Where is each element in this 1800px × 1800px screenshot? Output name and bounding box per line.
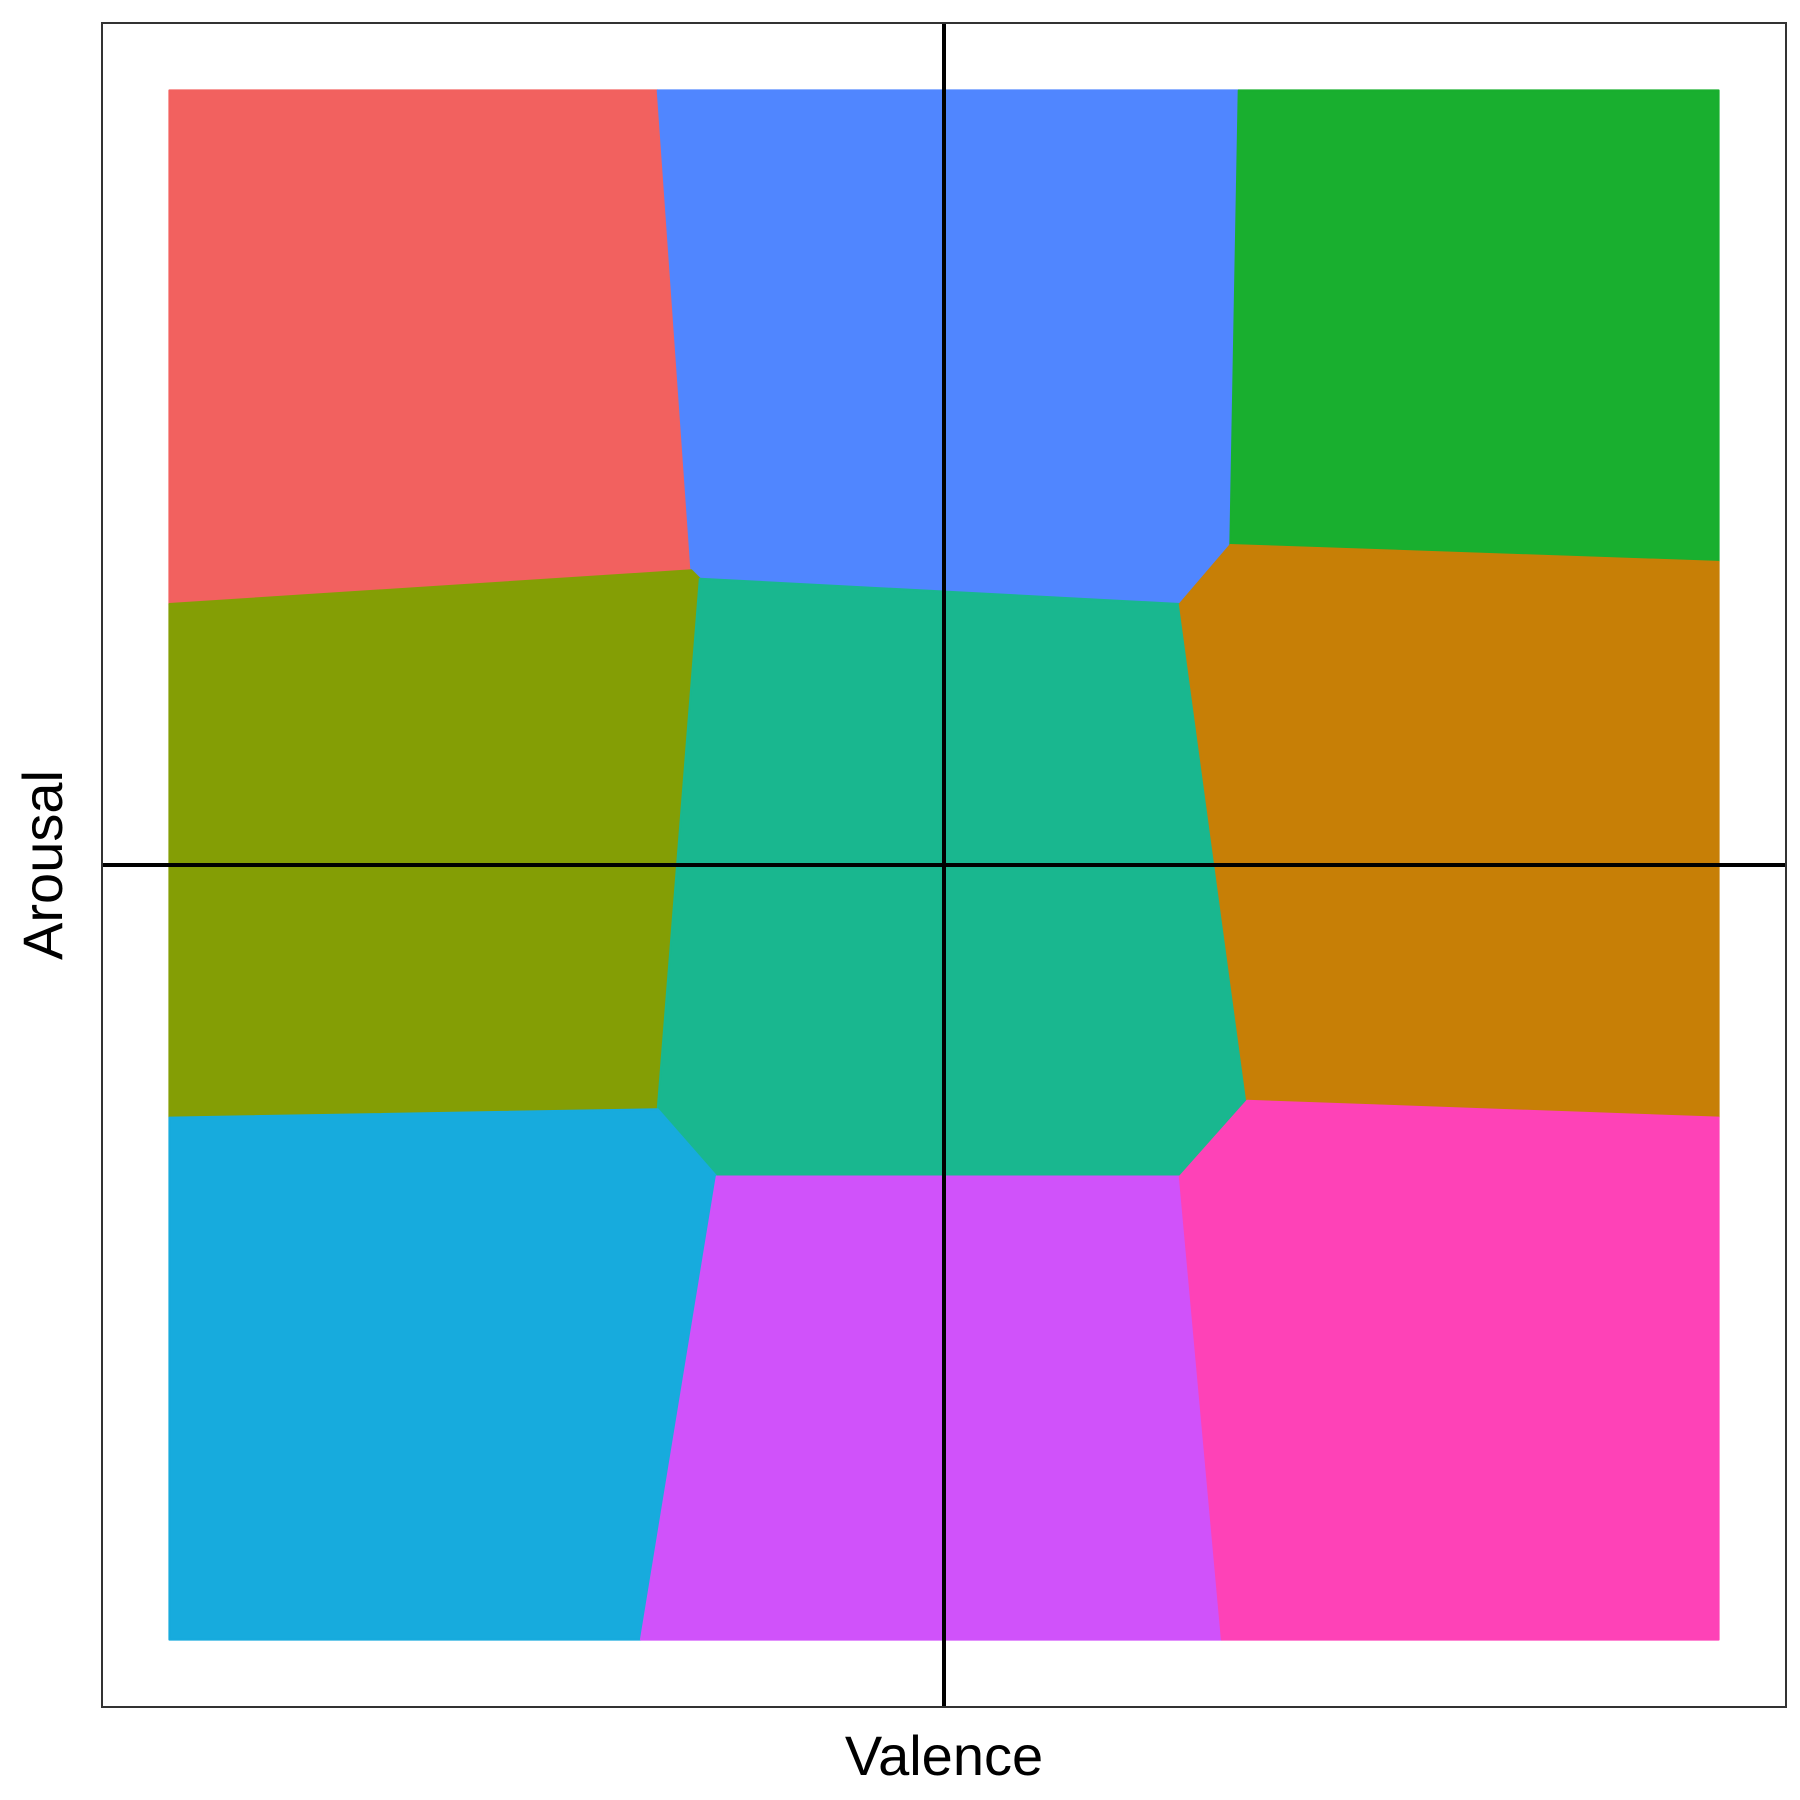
x-axis-title: Valence xyxy=(845,1724,1043,1787)
y-axis-title: Arousal xyxy=(11,770,74,960)
panel-border xyxy=(101,22,1787,1708)
region-3 xyxy=(1229,89,1720,563)
region-5 xyxy=(656,577,1249,1178)
region-9 xyxy=(1178,1099,1720,1641)
region-8 xyxy=(639,1175,1223,1641)
region-4 xyxy=(168,569,701,1119)
region-1 xyxy=(168,89,693,605)
regions-layer xyxy=(168,89,1720,1641)
region-6 xyxy=(1178,544,1720,1119)
region-7 xyxy=(168,1108,718,1641)
region-2 xyxy=(656,89,1240,605)
